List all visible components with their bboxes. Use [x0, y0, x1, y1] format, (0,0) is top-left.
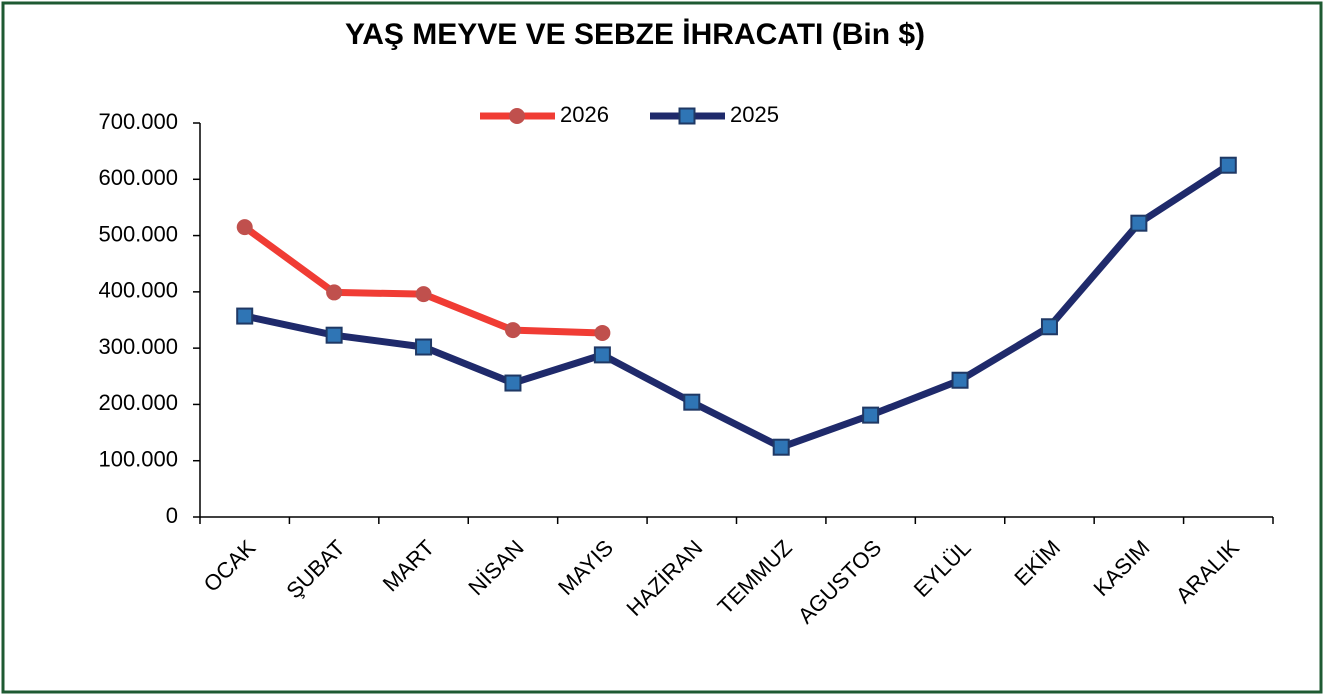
data-point	[236, 219, 253, 236]
data-point	[1040, 318, 1058, 336]
data-point	[504, 374, 522, 392]
y-tick-label: 300.000	[98, 334, 178, 359]
y-tick-label: 500.000	[98, 221, 178, 246]
y-tick-label: 400.000	[98, 278, 178, 303]
data-point	[415, 286, 432, 303]
y-tick-label: 600.000	[98, 165, 178, 190]
series-line	[243, 162, 1231, 451]
data-point	[1130, 214, 1148, 232]
data-point	[415, 338, 433, 356]
data-point	[236, 307, 254, 325]
legend-marker	[509, 108, 525, 124]
data-point	[325, 326, 343, 344]
data-point	[772, 438, 790, 456]
y-tick-label: 0	[166, 503, 178, 528]
data-point	[326, 284, 343, 301]
chart-title: YAŞ MEYVE VE SEBZE İHRACATI (Bin $)	[345, 18, 925, 51]
legend-marker	[678, 107, 696, 125]
y-tick-label: 700.000	[98, 109, 178, 134]
data-point	[951, 371, 969, 389]
y-tick-label: 200.000	[98, 390, 178, 415]
data-point	[1219, 156, 1237, 174]
legend-label: 2026	[560, 102, 609, 127]
data-point	[862, 406, 880, 424]
data-point	[683, 393, 701, 411]
legend-label: 2025	[730, 102, 779, 127]
data-point	[504, 322, 521, 339]
y-tick-label: 100.000	[98, 447, 178, 472]
data-point	[594, 324, 611, 341]
data-point	[593, 346, 611, 364]
